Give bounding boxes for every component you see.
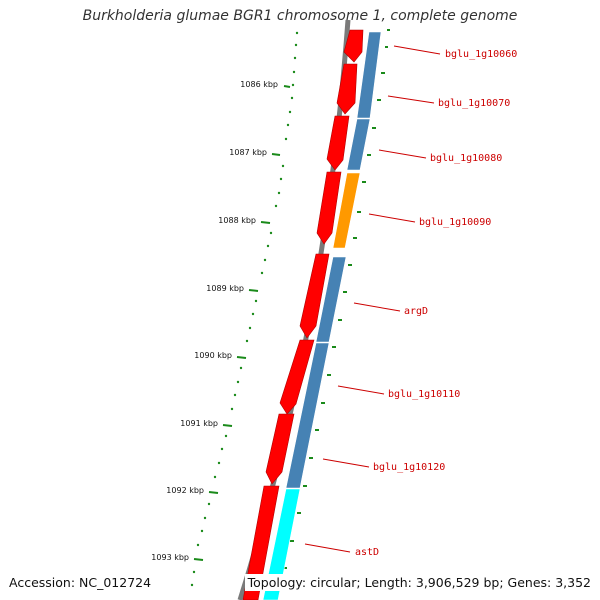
gene-label: bglu_1g10060: [445, 49, 517, 60]
outer-ticks: [283, 29, 390, 569]
gene-label: bglu_1g10070: [438, 98, 510, 109]
scale-tick-labels: 1086 kbp 1087 kbp 1088 kbp 1089 kbp 1090…: [151, 80, 278, 562]
topology-text: Topology: circular; Length: 3,906,529 bp…: [244, 574, 594, 591]
scale-tick-marks: [193, 85, 291, 561]
gene-labels: bglu_1g10060 bglu_1g10070 bglu_1g10080 b…: [355, 49, 517, 558]
cds-arrow: [299, 253, 330, 339]
gene-label: bglu_1g10080: [430, 153, 502, 164]
cds-arrow: [326, 115, 350, 171]
map-graphics: [190, 19, 441, 600]
cog-segment: [262, 488, 301, 600]
cog-track: [262, 31, 382, 600]
scale-dots: [190, 31, 299, 587]
cog-segment: [315, 256, 347, 343]
tick-label: 1091 kbp: [180, 419, 218, 428]
cog-segment: [332, 172, 361, 249]
cog-segment: [285, 342, 330, 489]
gene-label: astD: [355, 547, 379, 558]
gene-label: argD: [404, 306, 428, 317]
cds-arrow: [279, 339, 315, 415]
cds-arrow: [316, 171, 342, 245]
tick-label: 1092 kbp: [166, 486, 204, 495]
gene-label: bglu_1g10120: [373, 462, 445, 473]
cds-track: [242, 29, 364, 600]
tick-label: 1087 kbp: [229, 148, 267, 157]
tick-label: 1086 kbp: [240, 80, 278, 89]
tick-label: 1093 kbp: [151, 553, 189, 562]
gene-label: bglu_1g10090: [419, 217, 491, 228]
tick-label: 1088 kbp: [218, 216, 256, 225]
accession-text: Accession: NC_012724: [6, 574, 155, 591]
gene-label: bglu_1g10110: [388, 389, 460, 400]
cds-arrow: [242, 485, 280, 600]
leader-lines: [304, 45, 441, 553]
cog-segment: [356, 31, 382, 119]
cog-segment: [346, 118, 371, 171]
cds-arrow: [343, 29, 364, 63]
cds-arrow: [336, 63, 358, 115]
tick-label: 1090 kbp: [194, 351, 232, 360]
tick-label: 1089 kbp: [206, 284, 244, 293]
cds-arrow: [265, 413, 295, 485]
map-title: Burkholderia glumae BGR1 chromosome 1, c…: [82, 8, 518, 24]
